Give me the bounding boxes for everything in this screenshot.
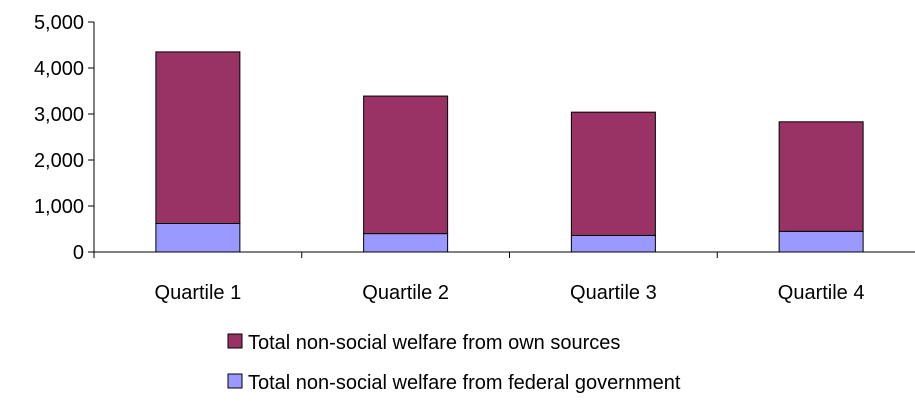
labels: 0 1,000 2,000 3,000 4,000 5,000 Quartile 1 Quar… <box>34 12 865 304</box>
y-tick-label: 3,000 <box>34 104 84 126</box>
legend: Total non-social welfare from own source… <box>227 332 681 394</box>
bar-segment <box>155 222 241 253</box>
legend-swatch <box>227 373 243 389</box>
y-tick-label: 4,000 <box>34 58 84 80</box>
bar-segment <box>363 95 449 235</box>
x-category-label: Quartile 3 <box>570 282 657 304</box>
y-tick-label: 5,000 <box>34 12 84 34</box>
legend-swatch <box>227 333 243 349</box>
y-tick-label: 2,000 <box>34 150 84 172</box>
bar-segment <box>570 234 656 253</box>
bar-segment <box>363 233 449 253</box>
bar-segment <box>778 230 864 253</box>
x-category-label: Quartile 1 <box>155 282 242 304</box>
y-tick-label: 0 <box>73 242 84 264</box>
bar-segment <box>778 121 864 232</box>
x-category-label: Quartile 2 <box>362 282 449 304</box>
bars <box>155 51 864 253</box>
legend-label: Total non-social welfare from own source… <box>248 332 620 354</box>
x-category-label: Quartile 4 <box>778 282 865 304</box>
bar-segment <box>155 51 241 224</box>
legend-label: Total non-social welfare from federal go… <box>248 372 681 394</box>
y-tick-label: 1,000 <box>34 196 84 218</box>
bar-segment <box>570 111 656 236</box>
